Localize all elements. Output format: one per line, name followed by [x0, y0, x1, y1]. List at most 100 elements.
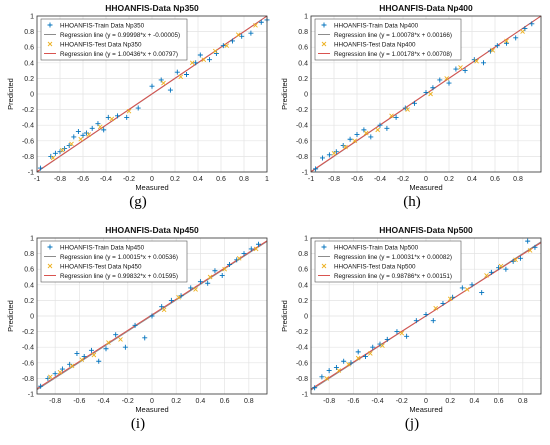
y-axis-label: Predicted — [6, 78, 15, 110]
train-data-point — [319, 374, 325, 380]
test-data-point — [79, 357, 85, 362]
legend-entry: HHOANFIS-Test Data Np450 — [60, 263, 142, 270]
train-data-point — [66, 142, 72, 148]
legend-test-marker — [321, 41, 327, 47]
x-tick-label: 0.8 — [518, 398, 528, 405]
y-tick-label: 0 — [30, 92, 34, 99]
test-data-point — [363, 130, 369, 136]
test-data-point — [57, 369, 63, 375]
train-data-point — [362, 354, 368, 360]
train-data-point — [193, 60, 199, 66]
x-tick-label: -0.2 — [122, 398, 134, 405]
train-data-point — [423, 311, 429, 317]
test-data-point — [86, 132, 92, 137]
train-data-point — [81, 354, 87, 360]
y-tick-label: 0.2 — [298, 298, 308, 305]
x-tick-label: 0.6 — [220, 398, 230, 405]
x-tick-label: -0.8 — [49, 398, 61, 405]
y-tick-label: 0.2 — [24, 298, 34, 305]
train-data-point — [75, 128, 81, 134]
test-data-point — [193, 287, 198, 292]
x-tick-label: 0 — [424, 398, 428, 405]
test-data-point — [399, 330, 405, 336]
train-data-point — [361, 127, 367, 133]
legend-box — [40, 18, 188, 61]
train-data-point — [504, 40, 509, 46]
train-data-point — [423, 89, 429, 95]
figure-caption: (h) — [403, 194, 421, 210]
y-tick-label: 0.6 — [24, 267, 34, 274]
test-data-point — [118, 337, 123, 342]
x-tick-label: -0.6 — [347, 398, 359, 405]
train-data-point — [96, 358, 102, 364]
x-tick-label: 0.2 — [444, 176, 454, 183]
legend-test-marker — [47, 41, 53, 47]
legend-test-marker — [47, 263, 53, 269]
test-data-point — [336, 368, 342, 373]
train-data-point — [168, 297, 174, 303]
y-axis-label: Predicted — [280, 78, 289, 110]
train-data-point — [384, 336, 390, 342]
y-tick-label: 0.4 — [298, 60, 308, 67]
y-tick-label: -0.2 — [296, 107, 308, 114]
train-data-point — [348, 360, 354, 366]
train-data-point — [384, 125, 390, 131]
x-axis-label: Measured — [409, 183, 442, 190]
train-data-point — [59, 366, 65, 372]
x-tick-label: 0.2 — [170, 176, 180, 183]
legend-entry: Regression line (y = 1.00015*x + 0.00536… — [60, 254, 178, 261]
train-data-point — [413, 318, 419, 324]
train-data-point — [393, 114, 399, 120]
train-data-point — [220, 43, 226, 49]
train-data-point — [38, 383, 44, 389]
train-data-point — [513, 35, 519, 41]
train-data-point — [37, 165, 43, 171]
y-tick-label: -0.2 — [22, 107, 34, 114]
train-data-point — [377, 341, 383, 347]
test-data-point — [520, 29, 525, 34]
legend-entry: Regression line (y = 1.00031*x + 0.00082… — [334, 254, 452, 261]
x-axis-label: Measured — [135, 405, 168, 412]
train-data-point — [525, 238, 531, 244]
y-tick-label: 0.6 — [298, 267, 308, 274]
legend-entry: HHOANFIS-Train Data Np450 — [60, 244, 145, 251]
train-data-point — [320, 155, 325, 161]
train-data-point — [188, 285, 194, 291]
test-data-point — [253, 23, 258, 28]
x-tick-label: 0.4 — [467, 176, 477, 183]
test-data-point — [464, 287, 470, 292]
test-data-point — [367, 351, 373, 356]
train-data-point — [333, 149, 339, 155]
x-tick-label: 0.6 — [490, 176, 500, 183]
x-tick-label: -0.6 — [351, 176, 363, 183]
train-data-point — [446, 80, 452, 86]
x-tick-label: -0.2 — [123, 176, 135, 183]
train-data-point — [517, 255, 523, 261]
train-data-point — [178, 293, 184, 299]
train-data-point — [212, 268, 218, 274]
y-tick-label: -0.4 — [22, 123, 34, 130]
test-data-point — [474, 58, 479, 64]
train-data-point — [462, 68, 468, 74]
train-data-point — [450, 294, 456, 300]
legend-train-marker — [47, 244, 53, 250]
test-data-point — [428, 91, 433, 97]
y-tick-label: -0.6 — [296, 138, 308, 145]
y-tick-label: 0.2 — [298, 76, 308, 83]
scatter-chart: -0.8 -0.6 -0.4 -0.2 0 0.2 0.4 0.6 0.8 -1 -0.8 -0.6 -… — [3, 222, 273, 412]
chart-title: HHOANFIS-Data Np500 — [379, 225, 473, 235]
axes-frame — [310, 15, 542, 173]
x-tick-label: -0.2 — [396, 398, 408, 405]
train-data-point — [52, 371, 58, 377]
y-tick-label: 0.8 — [24, 251, 34, 258]
axes-frame — [36, 15, 268, 173]
test-data-point — [50, 155, 56, 161]
chart-panel-np350: -1 -0.8 -0.6 -0.4 -0.2 0 0.2 0.4 0.6 0.8 1 -1 -0.8 -0… — [3, 0, 273, 218]
x-tick-label: 0 — [150, 398, 154, 405]
x-tick-label: -0.2 — [397, 176, 409, 183]
train-data-point — [124, 114, 130, 120]
train-data-point — [312, 385, 318, 391]
legend-entry: HHOANFIS-Test Data Np500 — [334, 263, 416, 270]
train-data-point — [62, 146, 68, 152]
y-tick-label: 0.4 — [24, 282, 34, 289]
